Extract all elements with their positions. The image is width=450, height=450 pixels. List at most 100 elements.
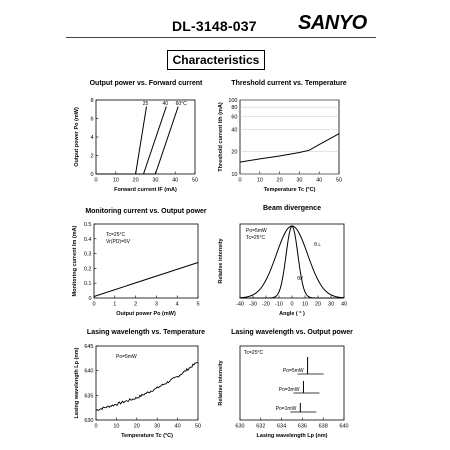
threshold-chart: Threshold current vs. Temperature Tempera…: [218, 80, 347, 193]
power-series-line: [96, 106, 147, 175]
threshold-plot-frame: [239, 99, 340, 175]
wl_power-xtick-label: 640: [339, 424, 348, 430]
divergence-series-line: [239, 225, 345, 299]
monitor-xtick-label: 1: [113, 302, 116, 308]
threshold-xtick-label: 10: [257, 178, 263, 184]
power-xtick-label: 30: [152, 178, 158, 184]
monitor-ytick-label: 0.5: [84, 222, 92, 228]
monitor-chart: Monitoring current vs. Output power Outpu…: [72, 208, 207, 317]
power-ytick-label: 2: [90, 154, 93, 160]
power-series-label: 25: [143, 101, 149, 107]
divergence-xlabel: Angle ( ° ): [279, 311, 305, 317]
monitor-xtick-label: 4: [176, 302, 179, 308]
wl_power-xlabel: Lasing wavelength Lp (nm): [257, 433, 328, 439]
threshold-ytick-label: 10: [231, 172, 237, 178]
divergence-chart: Beam divergence Angle ( ° ) Relative inten…: [218, 205, 347, 317]
divergence-xtick-label: 20: [315, 302, 321, 308]
threshold-ytick-label: 100: [228, 98, 237, 104]
divergence-series-label: θ//: [297, 276, 303, 282]
threshold-title: Threshold current vs. Temperature: [231, 80, 347, 87]
wl_temp-xtick-label: 30: [154, 424, 160, 430]
power-title: Output power vs. Forward current: [90, 80, 203, 87]
divergence-xtick-label: -20: [262, 302, 270, 308]
monitor-xlabel: Output power Po (mW): [116, 311, 176, 317]
power-ylabel: Output power Po (mW): [74, 107, 80, 167]
power-ytick-label: 0: [90, 172, 93, 178]
threshold-xtick-label: 30: [296, 178, 302, 184]
power-xtick-label: 50: [192, 178, 198, 184]
wl_temp-ytick-label: 640: [84, 369, 93, 375]
threshold-xtick-label: 50: [336, 178, 342, 184]
power-ytick-label: 6: [90, 117, 93, 123]
divergence-xtick-label: 30: [328, 302, 334, 308]
monitor-ytick-label: 0.1: [84, 281, 92, 287]
monitor-xtick-label: 2: [134, 302, 137, 308]
threshold-series-line: [239, 133, 340, 163]
wl_power-xtick-label: 632: [256, 424, 265, 430]
wl_temp-xtick-label: 40: [175, 424, 181, 430]
monitor-xtick-label: 3: [155, 302, 158, 308]
threshold-ytick-label: 40: [231, 127, 237, 133]
wl_power-ylabel: Relative intensity: [218, 359, 224, 405]
threshold-ylabel: Threshold current Ith (mA): [218, 102, 224, 172]
divergence-xtick-label: 10: [302, 302, 308, 308]
divergence-xtick-label: -40: [236, 302, 244, 308]
divergence-series-label: θ⊥: [314, 242, 321, 248]
wl_power-xtick-label: 630: [235, 424, 244, 430]
threshold-ytick-label: 80: [231, 105, 237, 111]
wl_temp-xlabel: Temperature Tc (°C): [121, 433, 173, 439]
power-ytick-label: 4: [90, 135, 93, 141]
monitor-series-line: [93, 262, 199, 297]
threshold-xtick-label: 20: [277, 178, 283, 184]
monitor-annotation: Tc=25°C: [106, 232, 125, 238]
power-xlabel: Forward current IF (mA): [114, 187, 177, 193]
threshold-xtick-label: 40: [316, 178, 322, 184]
power-xtick-label: 20: [133, 178, 139, 184]
power-xtick-label: 0: [94, 178, 97, 184]
wl-temp-annotation: Po=5mW: [116, 354, 137, 360]
wl_power-chart: Lasing wavelength vs. Output power Lasing…: [218, 329, 353, 439]
monitor-ytick-label: 0: [88, 296, 91, 302]
power-series-label: 60°C: [176, 101, 188, 107]
wl_temp-chart: Lasing wavelength vs. Temperature Tempera…: [74, 329, 205, 439]
wl_temp-title: Lasing wavelength vs. Temperature: [87, 329, 205, 336]
monitor-xtick-label: 5: [196, 302, 199, 308]
monitor-ylabel: Monitoring current Im (mA): [72, 225, 78, 296]
wl_temp-xtick-label: 20: [134, 424, 140, 430]
power-series-line: [96, 106, 167, 175]
wl_temp-ylabel: Lasing wavelength Lp (nm): [74, 347, 80, 418]
divergence-xtick-label: 40: [341, 302, 347, 308]
divergence-xtick-label: -10: [275, 302, 283, 308]
power-ytick-label: 8: [90, 98, 93, 104]
wl_temp-ytick-label: 645: [84, 344, 93, 350]
section-title: Characteristics: [167, 50, 265, 70]
divergence-ylabel: Relative intensity: [218, 237, 224, 283]
monitor-ytick-label: 0.4: [84, 237, 92, 243]
wl_temp-plot-frame: [95, 345, 199, 421]
wl-temp-series-line: [95, 362, 199, 412]
divergence-annotation: Tc=25°C: [246, 235, 265, 241]
wl_power-plot-frame: [239, 345, 345, 421]
divergence-xtick-label: -30: [249, 302, 257, 308]
monitor-plot-frame: [93, 223, 199, 299]
power-series-line: [96, 106, 179, 175]
monitor-title: Monitoring current vs. Output power: [85, 208, 207, 215]
wl-power-annotation: Tc=25°C: [244, 350, 263, 356]
threshold-ytick-label: 60: [231, 114, 237, 120]
threshold-xtick-label: 0: [238, 178, 241, 184]
wl_temp-ytick-label: 635: [84, 393, 93, 399]
wl-power-series-label: Po=1mW: [276, 406, 297, 412]
divergence-annotation: Po=5mW: [246, 228, 267, 234]
power-xtick-label: 40: [172, 178, 178, 184]
monitor-annotation: Vr(PD)=5V: [106, 239, 131, 245]
threshold-ytick-label: 20: [231, 150, 237, 156]
wl_temp-xtick-label: 10: [113, 424, 119, 430]
wl-power-series-label: Po=3mW: [279, 387, 300, 393]
brand-logo: SANYO: [298, 12, 367, 34]
divergence-title: Beam divergence: [263, 205, 321, 212]
divergence-xtick-label: 0: [290, 302, 293, 308]
wl-power-series-label: Po=5mW: [283, 368, 304, 374]
monitor-ytick-label: 0.2: [84, 266, 92, 272]
part-number: DL-3148-037: [172, 18, 257, 34]
